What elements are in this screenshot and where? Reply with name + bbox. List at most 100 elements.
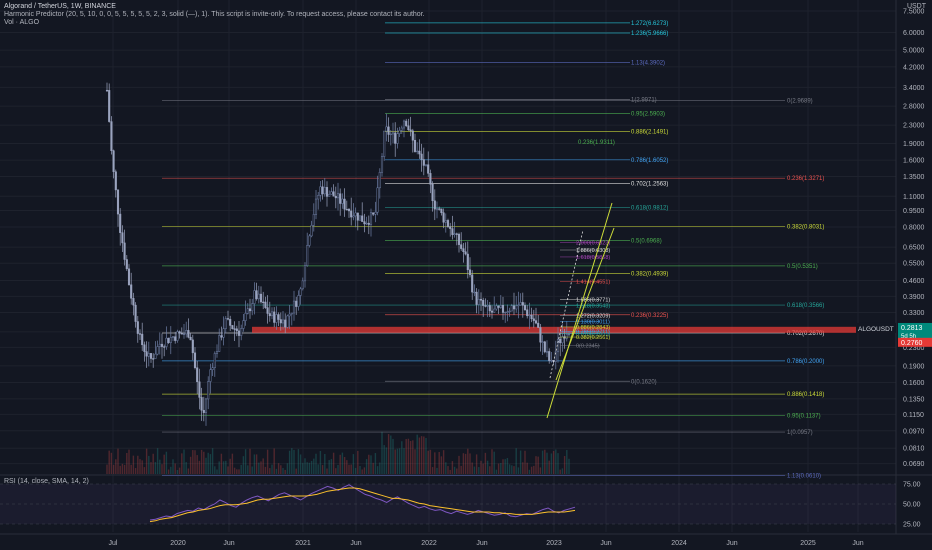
candle-body xyxy=(424,164,428,166)
fib-label: 0.236(1.3271) xyxy=(787,176,824,182)
candle-body xyxy=(479,298,483,301)
candle-body xyxy=(416,150,419,153)
candle-body xyxy=(358,215,362,221)
candle-body xyxy=(112,150,115,172)
candle-body xyxy=(213,353,216,368)
volume-bar xyxy=(328,460,330,474)
volume-bar xyxy=(504,459,506,474)
volume-bar xyxy=(464,453,467,474)
price-tick: 0.0970 xyxy=(903,428,925,435)
volume-bar xyxy=(354,467,357,474)
price-tick: 0.0690 xyxy=(903,461,925,468)
indicator-legend[interactable]: Harmonic Predictor (20, 5, 10, 0, 0, 5, … xyxy=(4,11,425,18)
harmonic-label: 0.786(0.2711) xyxy=(576,330,610,336)
volume-bar xyxy=(332,452,335,474)
volume-bar xyxy=(440,456,443,474)
fib-label: 0.886(2.1491) xyxy=(631,130,668,136)
candle-body xyxy=(352,215,355,218)
volume-bar xyxy=(231,453,234,474)
candle-body xyxy=(141,333,144,346)
time-axis[interactable]: Jul 2020 Jun 2021 Jun 2022 Jun 2023 Jun 2024 Jun 20… xyxy=(109,540,864,547)
volume-bar xyxy=(346,460,348,474)
volume-bar xyxy=(262,458,264,474)
volume-bar xyxy=(159,459,161,474)
volume-bar xyxy=(185,462,187,474)
volume-bar xyxy=(550,453,553,474)
volume-bar xyxy=(394,449,396,474)
candle-body xyxy=(435,208,439,210)
candle-body xyxy=(490,310,494,313)
volume-bar xyxy=(414,449,416,474)
candle-body xyxy=(420,153,423,160)
symbol-title[interactable]: Algorand / TetherUS, 1W, BINANCE xyxy=(4,3,116,10)
candle-body xyxy=(224,318,227,329)
candle-body xyxy=(446,220,450,227)
volume-bar xyxy=(561,468,564,474)
price-tick: 3.4000 xyxy=(903,85,925,92)
volume-bar xyxy=(376,466,379,474)
volume-bar xyxy=(211,448,214,474)
time-tick: 2025 xyxy=(800,540,816,547)
volume-bar xyxy=(381,431,383,474)
candle-body xyxy=(402,120,406,129)
volume-bar xyxy=(282,467,284,474)
volume-bar xyxy=(530,466,533,474)
candle-body xyxy=(248,308,252,312)
price-tick: 1.6000 xyxy=(903,158,925,165)
candle-body xyxy=(475,291,478,305)
harmonic-label: 1.618(0.5868) xyxy=(576,255,610,261)
fib-label: 1.13(4.3902) xyxy=(631,61,665,67)
volume-bar xyxy=(456,468,458,474)
volume-legend[interactable]: Vol · ALGO xyxy=(4,19,40,26)
volume-bar xyxy=(482,463,484,474)
volume-bar xyxy=(341,452,344,474)
volume-bar xyxy=(299,454,302,474)
volume-bar xyxy=(108,450,110,474)
volume-bar xyxy=(247,465,249,474)
candle-body xyxy=(354,212,357,217)
candle-body xyxy=(328,193,331,197)
candle-body xyxy=(237,330,241,336)
candle-body xyxy=(314,198,318,215)
candle-body xyxy=(136,321,139,334)
price-axis[interactable]: 7.5000 6.0000 5.0000 4.2000 3.4000 2.8000 2.30… xyxy=(856,8,932,468)
volume-bar xyxy=(337,464,339,474)
candle-body xyxy=(501,305,505,313)
candle-body xyxy=(231,325,234,329)
candle-body xyxy=(400,127,403,131)
candle-body xyxy=(167,337,170,343)
candle-body xyxy=(281,319,285,324)
candle-body xyxy=(396,133,399,144)
volume-bar xyxy=(420,436,423,474)
time-tick: 2024 xyxy=(671,540,687,547)
candle-body xyxy=(259,293,263,303)
volume-bar xyxy=(255,454,258,474)
candle-body xyxy=(215,351,219,354)
rsi-tick: 50.00 xyxy=(903,502,921,509)
volume-bar xyxy=(203,451,205,474)
candle-body xyxy=(233,328,236,330)
fib-label: 0.618(0.3566) xyxy=(787,303,824,309)
volume-bar xyxy=(473,466,476,474)
candle-body xyxy=(385,126,388,132)
time-tick: 2020 xyxy=(170,540,186,547)
candle-body xyxy=(515,305,518,310)
candle-body xyxy=(517,304,520,307)
candle-body xyxy=(295,300,298,307)
volume-bar xyxy=(396,448,399,474)
fibonacci-levels: 1.272(6.6273) 1.236(5.9666) 1.13(4.3902) 1(… xyxy=(162,21,896,480)
volume-bar xyxy=(181,453,183,474)
volume-bar xyxy=(425,437,427,474)
volume-bar xyxy=(418,437,421,474)
price-tick: 0.2300 xyxy=(903,345,925,352)
volume-bar xyxy=(409,440,412,474)
volume-bar xyxy=(524,450,526,474)
candle-body xyxy=(105,89,109,92)
candle-body xyxy=(526,309,529,317)
candle-body xyxy=(266,307,269,314)
rsi-legend[interactable]: RSI (14, close, SMA, 14, 2) xyxy=(4,478,89,485)
volume-bar xyxy=(330,459,333,474)
volume-bar xyxy=(379,462,381,474)
harmonic-projection: 2.000(0.6823) 1.886(0.6308)1.618(0.5868) 1… xyxy=(546,202,615,419)
